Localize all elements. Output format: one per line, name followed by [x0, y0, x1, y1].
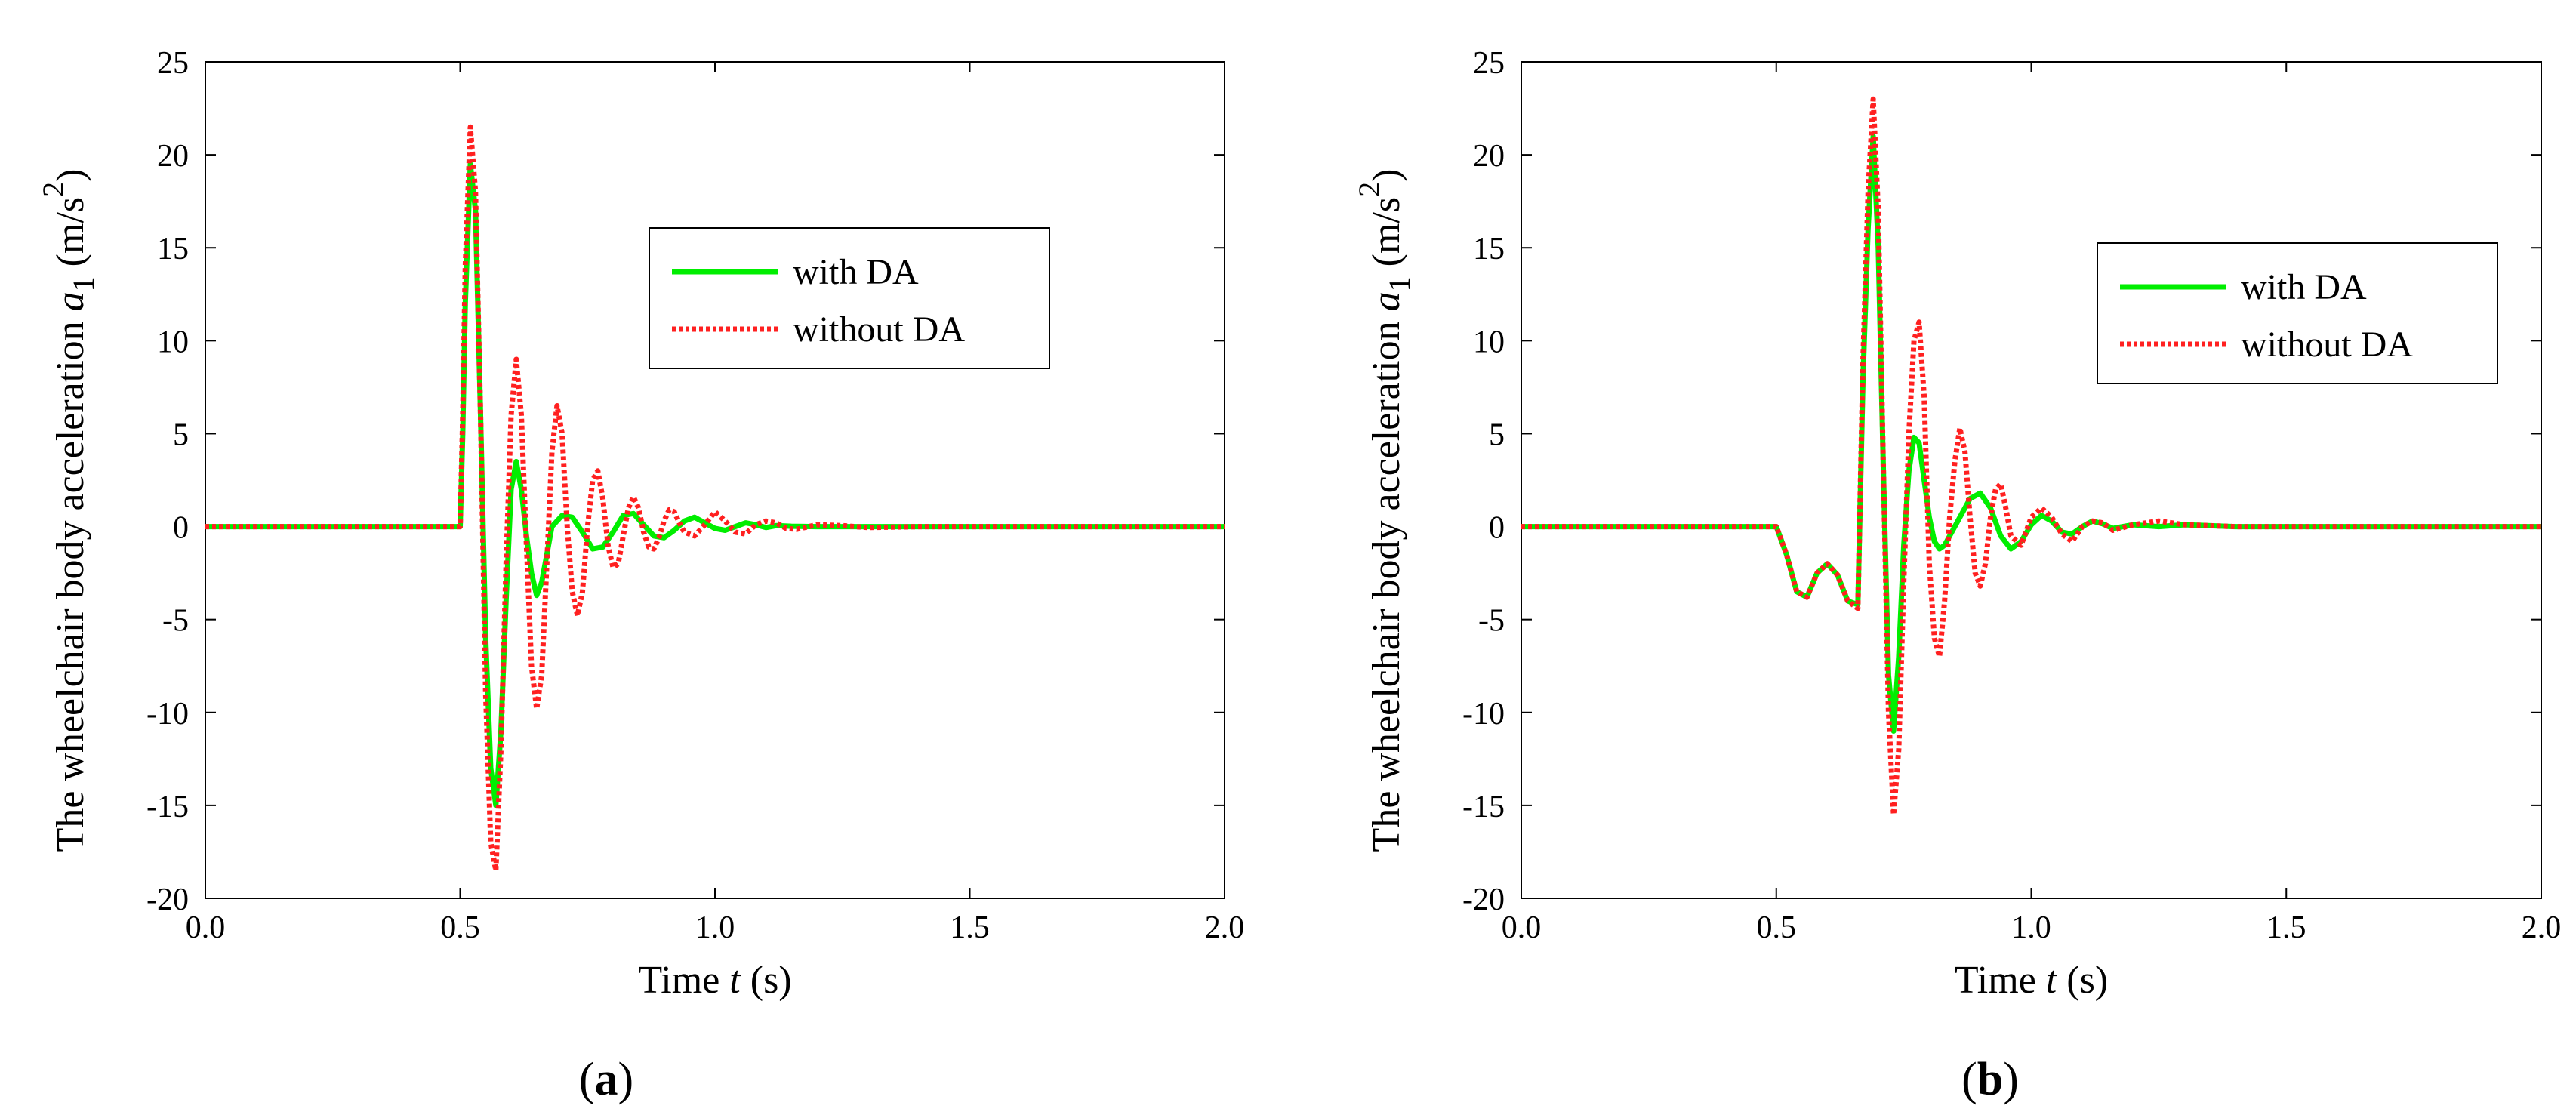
legend-label: without DA	[793, 310, 965, 350]
y-axis-label: The wheelchair body acceleration a1 (m/s…	[36, 169, 100, 852]
y-tick-label: 10	[1473, 325, 1505, 359]
legend: with DA without DA	[649, 227, 1050, 369]
legend-box	[2097, 242, 2498, 384]
y-tick-label: -10	[1462, 697, 1505, 731]
y-tick-label: 0	[173, 511, 189, 546]
y-tick-label: -15	[146, 790, 189, 824]
series-line-with-da	[1521, 134, 2541, 734]
y-tick-label: 0	[1489, 511, 1505, 546]
y-tick-label: 20	[1473, 139, 1505, 174]
x-tick-label: 1.5	[950, 910, 990, 945]
panel-label-a: (a)	[579, 1054, 633, 1105]
x-tick-label: 0.5	[1757, 910, 1797, 945]
x-tick-label: 2.0	[2522, 910, 2562, 945]
y-axis-label: The wheelchair body acceleration a1 (m/s…	[1352, 169, 1416, 852]
x-tick-label: 0.5	[440, 910, 480, 945]
y-tick-label: -5	[162, 604, 189, 639]
x-tick-label: 1.0	[695, 910, 735, 945]
y-tick-label: 25	[1473, 46, 1505, 81]
y-tick-label: 5	[1489, 417, 1505, 452]
plot-frame	[205, 61, 1225, 899]
y-tick-label: 15	[1473, 232, 1505, 266]
x-tick-label: 0.0	[186, 910, 226, 945]
x-axis-label: Time t (s)	[1955, 959, 2108, 1002]
series-line-without-da	[1521, 96, 2541, 818]
x-tick-label: 1.5	[2266, 910, 2306, 945]
plot-frame	[1521, 61, 2542, 899]
y-tick-label: 25	[157, 46, 189, 81]
legend-box	[649, 227, 1050, 369]
legend-label: with DA	[2241, 267, 2367, 307]
x-tick-label: 2.0	[1205, 910, 1245, 945]
y-tick-label: 10	[157, 325, 189, 359]
y-tick-label: 5	[173, 417, 189, 452]
chart-a: 25 20 15 10 5 0 -5 -10 -15 -200.0 0.5 1.0 1.5 2.0 Time…	[36, 46, 1244, 1002]
legend-label: with DA	[793, 252, 919, 292]
series-line-without-da	[205, 124, 1225, 873]
x-tick-label: 1.0	[2011, 910, 2051, 945]
y-tick-label: 15	[157, 232, 189, 266]
y-tick-label: -20	[146, 882, 189, 917]
y-tick-label: -20	[1462, 882, 1505, 917]
y-tick-label: -10	[146, 697, 189, 731]
chart-b: 25 20 15 10 5 0 -5 -10 -15 -200.0 0.5 1.0 1.5 2.0 Time…	[1352, 46, 2561, 1002]
y-tick-label: 20	[157, 139, 189, 174]
y-tick-label: -5	[1478, 604, 1505, 639]
x-axis-label: Time t (s)	[638, 959, 791, 1002]
legend: with DA without DA	[2097, 242, 2498, 384]
x-tick-label: 0.0	[1502, 910, 1542, 945]
y-tick-label: -15	[1462, 790, 1505, 824]
series-line-with-da	[205, 161, 1225, 808]
legend-label: without DA	[2241, 325, 2413, 365]
panel-label-b: (b)	[1961, 1054, 2019, 1105]
